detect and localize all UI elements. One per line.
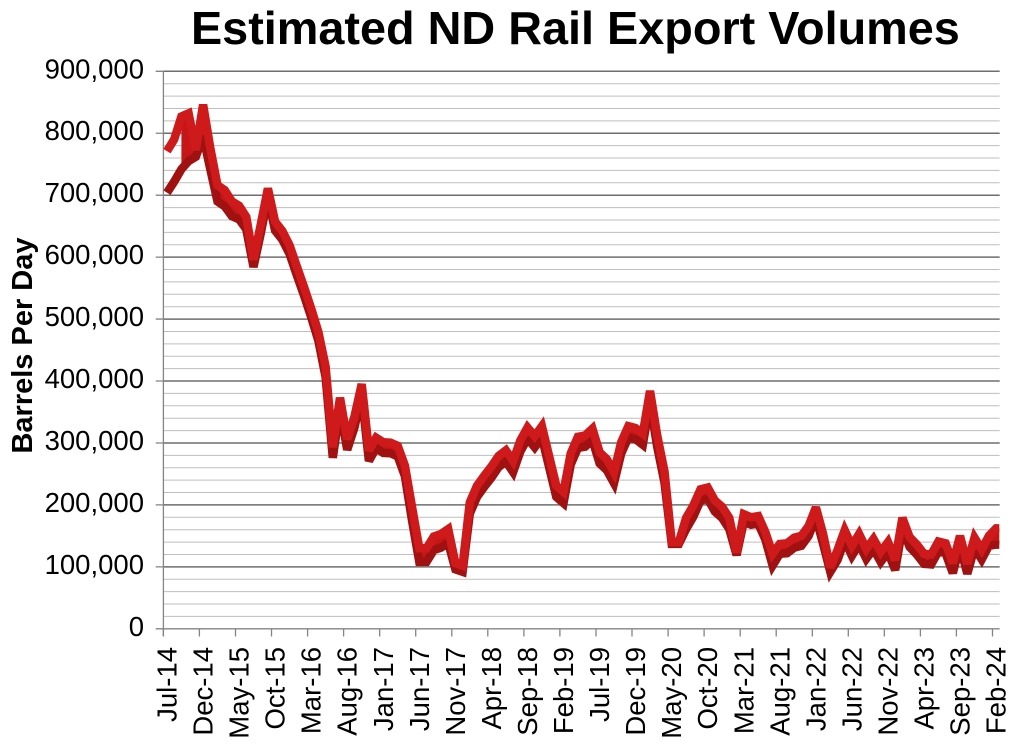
- svg-text:May-20: May-20: [656, 647, 687, 739]
- svg-text:Feb-24: Feb-24: [981, 647, 1012, 734]
- svg-text:Sep-23: Sep-23: [945, 647, 976, 736]
- svg-text:Sep-18: Sep-18: [512, 647, 543, 736]
- svg-text:100,000: 100,000: [45, 549, 144, 580]
- svg-text:Dec-19: Dec-19: [620, 647, 651, 736]
- svg-text:Nov-17: Nov-17: [440, 647, 471, 736]
- svg-text:300,000: 300,000: [45, 425, 144, 456]
- svg-text:Oct-15: Oct-15: [260, 647, 291, 730]
- svg-text:Feb-19: Feb-19: [548, 647, 579, 734]
- svg-text:Aug-21: Aug-21: [764, 647, 795, 736]
- svg-text:Barrels Per Day: Barrels Per Day: [7, 237, 39, 453]
- svg-text:Jun-22: Jun-22: [836, 647, 867, 731]
- svg-text:Oct-20: Oct-20: [692, 647, 723, 730]
- svg-text:Mar-16: Mar-16: [296, 647, 327, 734]
- svg-text:200,000: 200,000: [45, 487, 144, 518]
- svg-text:800,000: 800,000: [45, 115, 144, 146]
- svg-text:Apr-18: Apr-18: [476, 647, 507, 730]
- svg-text:500,000: 500,000: [45, 301, 144, 332]
- svg-text:Nov-22: Nov-22: [873, 647, 904, 736]
- svg-text:600,000: 600,000: [45, 239, 144, 270]
- svg-text:Aug-16: Aug-16: [332, 647, 363, 736]
- svg-text:May-15: May-15: [224, 647, 255, 739]
- svg-text:Jan-22: Jan-22: [800, 647, 831, 731]
- svg-text:Jul-19: Jul-19: [584, 647, 615, 722]
- svg-text:Mar-21: Mar-21: [728, 647, 759, 734]
- svg-text:Jun-17: Jun-17: [404, 647, 435, 731]
- svg-text:Jan-17: Jan-17: [368, 647, 399, 731]
- svg-text:400,000: 400,000: [45, 363, 144, 394]
- svg-text:Dec-14: Dec-14: [188, 647, 219, 736]
- svg-text:0: 0: [129, 611, 144, 642]
- svg-text:Jul-14: Jul-14: [152, 647, 183, 722]
- svg-text:Apr-23: Apr-23: [909, 647, 940, 730]
- svg-text:700,000: 700,000: [45, 177, 144, 208]
- svg-text:Estimated ND Rail Export Volum: Estimated ND Rail Export Volumes: [191, 2, 960, 54]
- svg-text:900,000: 900,000: [45, 53, 144, 84]
